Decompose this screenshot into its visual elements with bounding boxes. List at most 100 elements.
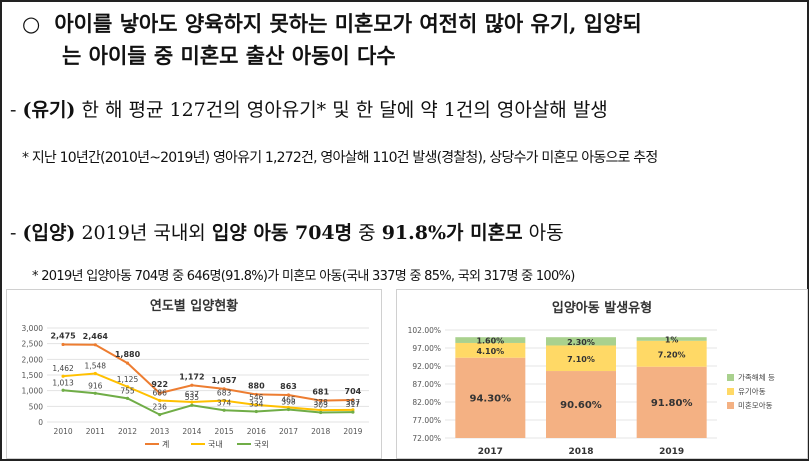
data-label: 90.60% [560,400,602,411]
bar-segment [455,357,526,438]
y-tick-label: 87.00% [412,380,441,389]
bold-text: 91.8%가 미혼모 [381,222,523,244]
tag-adoption: (입양) [22,222,76,244]
legend-swatch [727,374,734,381]
data-label: 2,464 [83,332,109,341]
data-label: 2,475 [50,331,76,340]
data-point [93,343,97,347]
x-tick-label: 2018 [311,427,330,436]
data-point [254,409,258,414]
legend-label: 미혼모아동 [738,400,773,410]
series-line-1 [63,372,353,412]
y-tick-label: 77.00% [412,416,441,425]
y-tick-label: 1,500 [22,371,44,380]
dash: - [10,99,23,121]
data-point [158,398,162,403]
data-point [222,398,226,403]
bar-segment [546,371,616,438]
x-tick-label: 2015 [215,427,234,436]
text: 2019년 국내외 [75,222,212,244]
legend-swatch [727,402,734,409]
note-adoption: * 2019년 입양아동 704명 중 646명(91.8%)가 미혼모 아동(… [32,269,575,284]
data-label: 1% [665,336,679,345]
y-tick-label: 3,000 [22,324,44,333]
data-label: 686 [153,389,168,398]
data-label: 637 [185,390,200,399]
data-point [286,393,291,397]
series-line-0 [63,343,353,402]
data-point [351,408,355,412]
headline: ○ 아이를 낳아도 양육하지 못하는 미혼모가 여전히 많아 유기, 입양되 는 … [22,8,802,71]
bar-segment [455,337,526,343]
data-point [61,342,65,347]
y-tick-label: 500 [29,402,44,411]
point-abandonment-text: 한 해 평균 127건의 영아유기* 및 한 달에 약 1건의 영아살해 발생 [75,99,608,121]
data-label: 7.10% [567,355,595,364]
data-point [61,388,65,392]
data-label: 303 [314,401,329,410]
data-label: 94.30% [470,393,512,404]
data-point [319,399,323,403]
adoption-line-chart: 연도별 입양현황 0 500 1,000 1,500 2,000 2,500 3,000 201… [6,289,382,459]
y-tick-label: 1,000 [22,387,44,396]
data-label: 2.30% [567,338,595,347]
y-tick-label: 2,500 [22,340,44,349]
bold-text: 입양 아동 704명 [211,222,353,244]
dash: - [10,222,23,244]
x-tick-label: 2019 [343,427,362,436]
bar-segment [636,337,707,341]
bar-chart-svg: 입양아동 발생유형 72.00% 77.00% 82.00% 87.00% 92.00% 9… [408,300,775,457]
y-tick-label: 102.00% [408,326,441,335]
note-abandonment: * 지난 10년간(2010년~2019년) 영아유기 1,272건, 영아살해… [22,150,658,166]
data-label: 1,880 [115,350,141,359]
x-tick-label: 2018 [568,447,593,457]
y-tick-label: 82.00% [412,398,441,407]
data-label: 1,172 [179,372,204,381]
y-tick-label: 0 [38,418,43,427]
x-tick-label: 2014 [182,427,201,436]
data-label: 1,462 [52,364,74,373]
data-label: 91.80% [651,398,693,409]
point-abandonment: - (유기) 한 해 평균 127건의 영아유기* 및 한 달에 약 1건의 영… [10,95,608,122]
data-label: 7.20% [658,350,686,359]
text: 아동 [522,222,564,244]
data-label: 755 [120,386,135,395]
x-tick-label: 2019 [659,447,684,457]
line-chart-svg: 연도별 입양현황 0 500 1,000 1,500 2,000 2,500 3,000 201… [22,298,369,449]
data-point [286,407,291,412]
y-tick-label: 72.00% [412,434,441,443]
headline-line2: 는 아이들 중 미혼모 출산 아동이 다수 [62,43,396,68]
data-label: 1.60% [476,337,504,346]
data-point [351,410,355,414]
data-label: 1,125 [117,375,139,384]
data-point [190,400,194,404]
data-label: 4.10% [476,347,504,356]
bar-segment [636,340,707,367]
chart-title: 연도별 입양현황 [150,298,238,314]
data-label: 681 [312,388,329,397]
data-label: 922 [151,380,168,389]
data-point [158,391,162,395]
legend-label: 계 [162,439,169,449]
data-label: 916 [88,381,103,390]
data-point [319,410,323,415]
data-point [125,385,130,389]
bar-segment [546,345,616,372]
data-point [93,391,97,395]
data-label: 317 [346,400,361,409]
bar-segment [546,337,616,346]
data-label: 398 [281,398,296,407]
x-tick-label: 2017 [279,427,298,436]
x-tick-label: 2016 [247,427,266,436]
x-tick-label: 2011 [86,427,105,436]
data-point [351,398,355,402]
data-point [125,396,130,400]
tag-abandonment: (유기) [22,99,76,121]
data-label: 236 [153,403,168,412]
data-label: 334 [249,400,264,409]
y-tick-label: 97.00% [412,344,441,353]
data-label: 374 [217,398,232,407]
data-point [190,403,194,407]
legend-label: 유기아동 [738,386,766,396]
